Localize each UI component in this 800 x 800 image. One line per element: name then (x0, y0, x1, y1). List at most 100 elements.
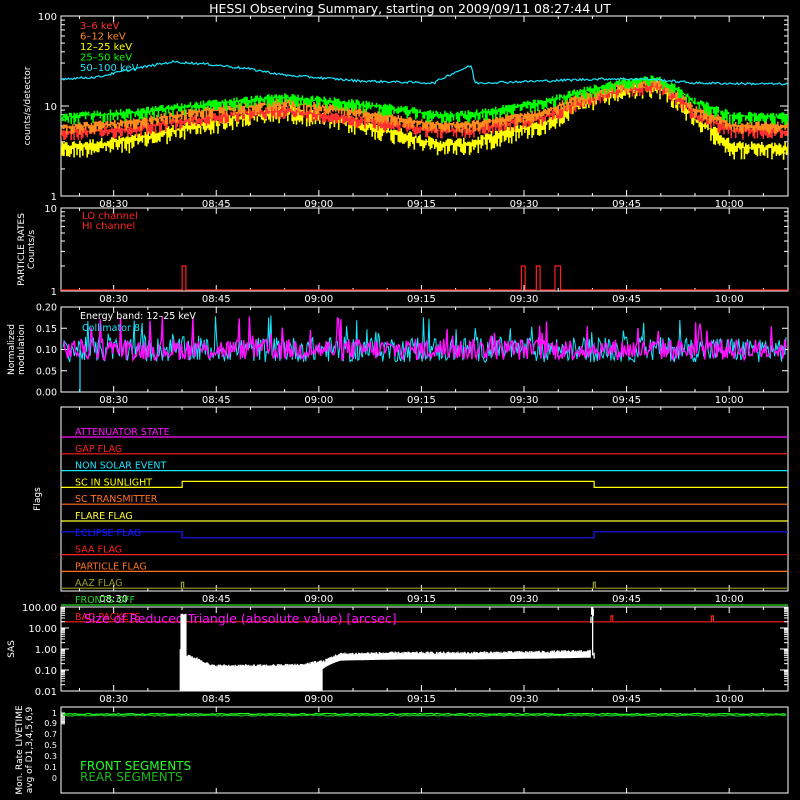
x-tick-label: 10:00 (715, 294, 744, 305)
y-tick-label: 0.10 (35, 666, 57, 677)
flag-line (61, 531, 788, 539)
x-tick-label: 09:45 (612, 294, 641, 305)
y-axis-label: PARTICLE RATES (17, 213, 27, 286)
y-tick-label: 0.15 (36, 324, 57, 335)
x-tick-label: 08:30 (99, 294, 128, 305)
legend-entry: REAR SEGMENTS (80, 770, 183, 784)
x-tick-label: 08:30 (99, 199, 128, 210)
particle-rate-panel: 1 10 08:30 08:45 09:00 09:15 09:30 09:45 10:00 PA… (17, 204, 789, 305)
flags-panel: 08:30 08:45 09:00 09:15 09:30 09:45 10:00 Flags… (33, 406, 789, 623)
x-tick-label: 09:15 (407, 395, 436, 406)
y-tick-label: 10 (44, 102, 57, 113)
flag-line (61, 581, 788, 589)
x-tick-label: 08:45 (202, 199, 231, 210)
y-axis-label: Mon. Rate LIVETIME (15, 705, 25, 795)
x-tick-label: 09:30 (510, 199, 539, 210)
x-tick-label: 09:00 (304, 294, 333, 305)
x-tick-label: 10:00 (715, 395, 744, 406)
y-tick-label: 0.1 (44, 763, 57, 772)
x-tick-label: 09:45 (612, 594, 641, 605)
modulation-series (62, 316, 787, 363)
y-tick-label: 1 (52, 709, 57, 718)
x-tick-label: 08:30 (99, 694, 128, 705)
legend-entry: 12–25 keV (80, 42, 132, 53)
series-e25_50 (61, 75, 788, 125)
y-tick-label: 100.00 (22, 603, 57, 614)
y-tick-label: 1 (51, 287, 57, 298)
y-tick-label: 0.05 (36, 366, 57, 377)
x-tick-label: 09:15 (407, 199, 436, 210)
flag-label: PARTICLE FLAG (75, 561, 147, 572)
y-tick-label: 10 (44, 204, 57, 215)
x-tick-label: 09:45 (612, 694, 641, 705)
legend-entry: 25–50 keV (80, 53, 132, 64)
count-rate-panel: 1 10 100 08:30 08:45 09:00 09:15 09:30 09:45 10:0… (23, 12, 789, 210)
panel-frame (60, 207, 789, 292)
flag-label: FRONTS OFF (75, 595, 135, 606)
x-tick-label: 10:00 (715, 694, 744, 705)
figure-title: HESSI Observing Summary, starting on 200… (209, 1, 611, 16)
legend-entry: Collimator 8 (82, 323, 140, 334)
y-axis-label: counts/s/detector (23, 66, 33, 145)
x-tick-label: 10:00 (715, 594, 744, 605)
y-axis-label: modulation (17, 324, 27, 375)
legend-entry: HI channel (82, 221, 135, 232)
x-tick-label: 09:00 (304, 594, 333, 605)
legend-entry: LO channel (82, 211, 138, 222)
panel-frame (60, 406, 789, 592)
sas-title: Size of Reduced Triangle (absolute value… (84, 611, 397, 626)
legend-entry: 3–6 keV (80, 21, 119, 32)
y-tick-label: 1.00 (35, 645, 57, 656)
flag-label: ECLIPSE FLAG (75, 528, 141, 539)
flag-label: GAP FLAG (75, 444, 122, 455)
y-tick-label: 0 (52, 774, 57, 783)
series-line-e50_100 (61, 59, 788, 86)
y-axis-label: SAS (7, 640, 17, 658)
y-tick-label: 0.20 (36, 303, 57, 314)
x-tick-label: 09:45 (612, 395, 641, 406)
flag-label: NON SOLAR EVENT (75, 461, 166, 472)
x-tick-label: 09:15 (407, 294, 436, 305)
x-tick-label: 10:00 (715, 199, 744, 210)
sas-line (179, 607, 595, 691)
y-axis-label: Normalized (7, 324, 17, 375)
series-line-e25_50 (61, 75, 788, 125)
y-tick-label: 1 (51, 192, 57, 203)
modulation-panel: 0.00 0.05 0.10 0.15 0.20 08:30 08:45 09:00 09:15… (7, 303, 789, 406)
y-tick-label: 0.01 (35, 687, 57, 698)
y-axis-label: Flags (33, 487, 43, 511)
x-tick-label: 08:30 (99, 594, 128, 605)
x-tick-label: 08:45 (202, 395, 231, 406)
livetime-line (62, 714, 787, 717)
y-axis-label: Counts/s (27, 230, 37, 269)
legend-entry: FRONT SEGMENTS (80, 759, 191, 773)
series-e50_100 (61, 59, 788, 86)
x-tick-label: 08:45 (202, 294, 231, 305)
x-tick-label: 09:45 (612, 199, 641, 210)
sas-panel: 0.01 0.10 1.00 10.00 100.00 08:30 08:45 09:00 09… (7, 603, 789, 705)
lo-channel-line (61, 265, 788, 291)
x-tick-label: 09:30 (510, 294, 539, 305)
panel-frame (60, 706, 789, 794)
x-tick-label: 09:15 (407, 694, 436, 705)
x-tick-label: 08:30 (99, 395, 128, 406)
x-tick-label: 09:30 (510, 395, 539, 406)
y-tick-label: 0.9 (44, 719, 57, 728)
x-tick-label: 08:45 (202, 694, 231, 705)
flag-label: AAZ FLAG (75, 578, 122, 589)
y-tick-label: 0.7 (44, 730, 57, 739)
x-tick-label: 09:30 (510, 694, 539, 705)
x-tick-label: 09:30 (510, 594, 539, 605)
flag-line (61, 480, 788, 488)
x-tick-label: 09:00 (304, 199, 333, 210)
y-tick-label: 0.00 (36, 388, 57, 399)
x-tick-label: 08:45 (202, 594, 231, 605)
x-tick-label: 09:15 (407, 594, 436, 605)
modulation-line (62, 316, 787, 363)
y-tick-label: 10.00 (28, 624, 57, 635)
livetime-panel: 10.9 0.7 0.5 0.3 0.1 0 Mon. Rate LIVETIME avg o… (15, 705, 789, 795)
y-tick-label: 0.10 (36, 345, 57, 356)
legend-entry: 6–12 keV (80, 32, 126, 43)
